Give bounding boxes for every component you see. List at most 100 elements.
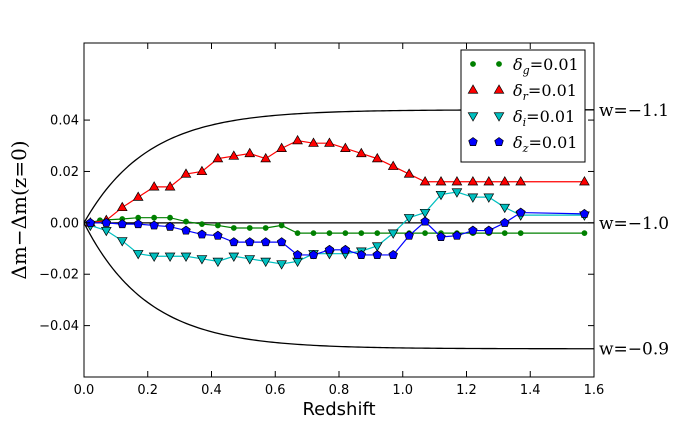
y-tick-label: −0.02 <box>39 268 79 283</box>
series-line-g <box>90 217 585 234</box>
curve-label-2: w=−0.9 <box>599 340 669 360</box>
data-point-g <box>501 230 508 237</box>
data-point-z <box>579 208 590 218</box>
data-point-z <box>181 225 191 235</box>
legend-label-z: δz=0.01 <box>513 133 577 155</box>
data-point-r <box>276 142 287 152</box>
data-point-g <box>230 225 237 231</box>
data-point-r <box>212 152 224 163</box>
legend-label-r: δr=0.01 <box>513 81 577 103</box>
data-point-z <box>276 237 287 247</box>
data-point-r <box>499 176 511 186</box>
data-point-g <box>167 214 173 221</box>
data-point-r <box>308 137 319 147</box>
data-point-g <box>310 230 317 237</box>
data-point-g <box>278 222 285 229</box>
data-point-i <box>435 190 447 201</box>
data-point-z <box>213 230 223 240</box>
x-tick-label: 0.2 <box>137 383 158 398</box>
data-point-r <box>451 176 463 186</box>
data-point-z <box>404 230 414 240</box>
y-tick-label: 0.02 <box>50 165 79 180</box>
data-point-g <box>422 230 428 237</box>
legend-marker-g <box>470 61 476 67</box>
x-tick-label: 0.8 <box>329 383 350 398</box>
legend: δg=0.01 δr=0.01 δi=0.01 δz=0.01 <box>460 49 586 163</box>
data-point-i <box>260 257 272 268</box>
data-point-g <box>262 225 269 231</box>
data-point-z <box>356 250 367 259</box>
data-point-z <box>436 232 446 241</box>
data-point-i <box>180 252 192 262</box>
data-point-z <box>133 219 143 229</box>
data-point-z <box>197 229 207 239</box>
data-point-i <box>100 226 112 237</box>
data-point-r <box>467 176 479 186</box>
data-point-i <box>244 255 256 265</box>
data-point-r <box>515 176 527 186</box>
data-point-z <box>101 217 112 227</box>
legend-box <box>460 49 586 163</box>
data-point-z <box>229 237 239 247</box>
data-point-i <box>403 214 415 224</box>
data-point-g <box>183 218 189 225</box>
x-tick-label: 1.0 <box>392 383 413 398</box>
data-point-z <box>308 250 319 259</box>
data-point-z <box>117 219 127 229</box>
y-tick-label: 0.04 <box>50 114 79 129</box>
data-point-r <box>292 134 303 145</box>
x-tick-label: 1.2 <box>456 383 477 398</box>
legend-label-g: δg=0.01 <box>513 55 579 77</box>
data-point-r <box>260 152 272 163</box>
data-point-z <box>388 250 398 259</box>
data-point-r <box>371 152 383 163</box>
data-point-r <box>419 176 431 186</box>
y-axis-label: Δm−Δm(z=0) <box>7 140 31 279</box>
data-point-g <box>342 230 349 237</box>
data-point-g <box>294 230 301 237</box>
data-point-z <box>324 244 335 254</box>
data-point-g <box>374 230 381 237</box>
data-point-i <box>148 252 160 262</box>
data-point-z <box>292 250 303 259</box>
data-point-r <box>403 168 415 178</box>
data-point-g <box>199 221 205 228</box>
data-point-r <box>355 147 367 158</box>
data-point-i <box>212 257 224 268</box>
data-point-i <box>371 242 383 252</box>
data-point-z <box>260 237 271 247</box>
x-tick-label: 0.4 <box>201 383 222 398</box>
data-point-z <box>149 220 159 230</box>
data-point-z <box>452 230 462 240</box>
data-point-g <box>326 230 333 237</box>
y-tick-label: −0.04 <box>39 319 79 334</box>
data-point-r <box>196 165 208 176</box>
series-layer <box>85 134 590 270</box>
legend-marker-g <box>496 61 502 67</box>
data-point-r <box>435 176 447 186</box>
x-axis-label: Redshift <box>302 399 375 420</box>
data-point-i <box>116 237 128 247</box>
data-point-z <box>515 207 526 217</box>
data-point-z <box>245 237 255 247</box>
data-point-r <box>579 176 590 186</box>
data-point-i <box>196 255 208 265</box>
data-point-r <box>483 176 495 186</box>
data-point-r <box>228 150 240 160</box>
data-point-i <box>451 188 463 198</box>
data-point-z <box>420 216 430 226</box>
legend-marker-r <box>467 84 479 94</box>
data-point-g <box>151 214 158 221</box>
data-point-z <box>468 225 478 235</box>
series-line-z <box>90 211 585 256</box>
legend-marker-z <box>468 137 478 146</box>
curve-annotations: w=−1.1 w=−1.0 w=−0.9 <box>599 101 669 360</box>
legend-marker-z <box>494 137 504 146</box>
data-point-i <box>483 193 495 203</box>
data-point-i <box>387 229 399 239</box>
data-point-g <box>214 222 221 229</box>
series-z <box>85 207 590 259</box>
data-point-i <box>467 193 479 203</box>
data-point-i <box>164 252 176 262</box>
